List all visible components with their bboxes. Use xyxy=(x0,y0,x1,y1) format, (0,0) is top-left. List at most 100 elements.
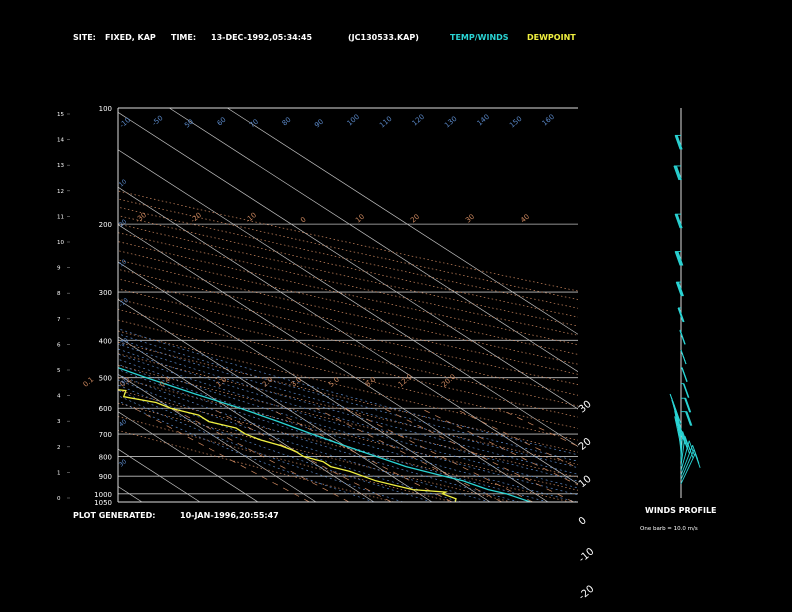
pressure-tick-label: 700 xyxy=(99,431,112,439)
mixing-ratio-line xyxy=(211,407,392,502)
pressure-tick-label: 1000 xyxy=(94,491,112,499)
plot-generated-value: 10-JAN-1996,20:55:47 xyxy=(180,511,279,520)
mixing-ratio-line xyxy=(497,407,578,447)
wind-barb xyxy=(680,440,690,471)
wind-barb-feather xyxy=(686,411,693,426)
dry-adiabat xyxy=(118,319,578,429)
wind-barb-feather xyxy=(675,251,682,266)
wind-barb-feather xyxy=(679,330,686,345)
winds-profile-note: One barb = 10.0 m/s xyxy=(640,526,698,532)
pressure-tick-label: 100 xyxy=(99,105,112,113)
isotherm-line xyxy=(0,108,26,502)
wind-barb-feather xyxy=(672,401,679,416)
moist-adiabat-label: -10 xyxy=(244,211,258,224)
pressure-tick-label: 300 xyxy=(99,289,112,297)
height-tick-label: 9 xyxy=(57,266,61,272)
moist-adiabat-label: 30 xyxy=(464,213,476,225)
wind-barb-feather xyxy=(682,431,689,446)
wind-barb-feather xyxy=(673,165,680,181)
time-label: TIME: xyxy=(171,33,197,42)
moist-adiabat xyxy=(118,333,578,462)
right-temperature-label: -20 xyxy=(577,584,597,603)
dry-adiabat-label: 160 xyxy=(541,113,556,128)
pressure-tick-label: 800 xyxy=(99,453,112,461)
wind-barb-feather xyxy=(678,307,685,323)
height-tick-label: 5 xyxy=(57,368,61,374)
temperature-profile-line xyxy=(118,367,531,502)
wind-barb-feather xyxy=(676,213,683,229)
wind-barb-feather xyxy=(676,251,682,266)
mixing-ratio-label: 12.0 xyxy=(397,373,414,389)
mixing-ratio-line xyxy=(344,407,533,502)
moist-adiabat xyxy=(118,328,578,456)
pressure-tick-label: 400 xyxy=(99,337,112,345)
isotherm-line xyxy=(0,108,84,502)
left-edge-label: 30 xyxy=(118,458,128,468)
dry-adiabat-label: -10 xyxy=(118,116,132,129)
left-edge-label: -30 xyxy=(118,377,130,389)
mixing-ratio-label: 20.0 xyxy=(440,373,457,389)
isotherm-line xyxy=(227,108,578,335)
height-tick-label: 3 xyxy=(57,419,61,425)
left-edge-label: -20 xyxy=(118,337,130,349)
moist-adiabat-label: 20 xyxy=(409,213,421,225)
isotherm-line xyxy=(118,299,433,502)
dry-adiabat xyxy=(118,353,578,465)
wind-barb-feather xyxy=(676,251,683,266)
wind-barb-feather xyxy=(674,251,681,266)
wind-barb-feather xyxy=(675,213,682,229)
isotherm-line xyxy=(118,186,578,485)
dry-adiabat xyxy=(118,190,578,292)
dry-adiabat-label: 130 xyxy=(443,115,458,130)
wind-barb xyxy=(680,453,696,485)
pressure-tick-label: 1050 xyxy=(94,499,112,507)
wind-barb-feather xyxy=(676,135,683,150)
isotherm-line xyxy=(118,373,317,502)
moist-adiabat xyxy=(118,363,578,502)
dry-adiabat-label: 120 xyxy=(411,113,426,128)
wind-barb-feather xyxy=(676,281,683,297)
dewpoint-profile-line xyxy=(118,389,457,502)
temp-winds-legend: TEMP/WINDS xyxy=(450,33,509,42)
mixing-ratio-line xyxy=(133,407,310,502)
wind-barb-feather xyxy=(676,165,682,181)
wind-barb-feather xyxy=(692,445,699,460)
dry-adiabat-label: 100 xyxy=(346,113,361,128)
time-value: 13-DEC-1992,05:34:45 xyxy=(211,33,313,42)
left-edge-label: 10 xyxy=(118,178,128,188)
isotherm-line xyxy=(169,108,578,373)
dry-adiabat xyxy=(118,377,578,491)
moist-adiabat xyxy=(118,353,578,489)
dry-adiabat-label: 50 xyxy=(183,118,195,130)
site-label: SITE: xyxy=(73,33,96,42)
mixing-ratio-line xyxy=(315,407,503,502)
dry-adiabat-label: 90 xyxy=(313,118,325,130)
moist-adiabat-label: -30 xyxy=(134,211,148,224)
dry-adiabat xyxy=(118,330,578,441)
mixing-ratio-line xyxy=(268,407,453,502)
winds-profile-title: WINDS PROFILE xyxy=(645,506,717,515)
dry-adiabat xyxy=(118,402,512,502)
wind-barb-feather xyxy=(674,165,681,181)
dry-adiabat-label: 80 xyxy=(281,116,293,128)
moist-adiabat xyxy=(118,384,462,502)
right-temperature-label: 0 xyxy=(577,515,589,528)
height-tick-label: 14 xyxy=(57,138,64,144)
moist-adiabat xyxy=(118,358,578,496)
moist-adiabat-label: -20 xyxy=(189,211,203,224)
wind-barb-feather xyxy=(677,281,684,297)
wind-barb-feather xyxy=(681,434,688,450)
dry-adiabat-label: -50 xyxy=(151,114,165,127)
height-tick-label: 10 xyxy=(57,240,64,246)
mixing-ratio-label: 0.4 xyxy=(158,375,172,389)
wind-barb-feather xyxy=(673,406,680,422)
isotherm-line xyxy=(118,111,578,410)
sounding-file: (JC130533.KAP) xyxy=(348,33,419,42)
wind-barb-feather xyxy=(688,440,695,455)
moist-adiabat-label: 10 xyxy=(354,213,366,225)
mixing-ratio-line xyxy=(420,407,578,486)
plot-area xyxy=(0,108,578,502)
wind-barb-feather xyxy=(676,213,682,229)
dry-adiabat xyxy=(118,223,578,327)
